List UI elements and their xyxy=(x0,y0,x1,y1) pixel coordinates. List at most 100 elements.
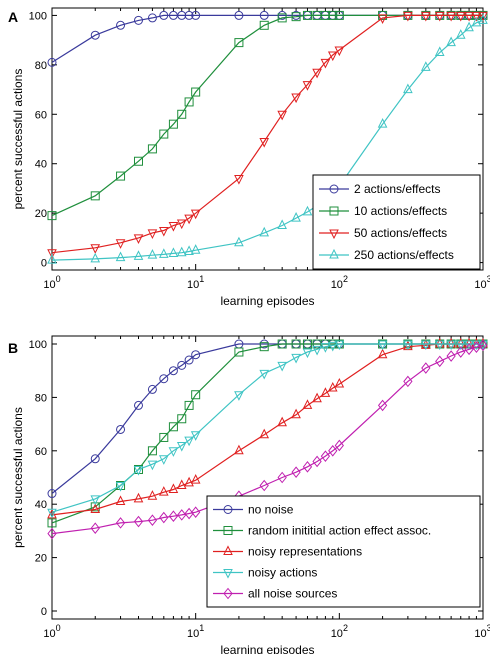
data-point xyxy=(133,400,143,410)
data-point xyxy=(159,129,169,139)
data-point xyxy=(455,29,466,39)
data-point xyxy=(334,439,344,452)
data-point xyxy=(334,340,345,351)
data-point xyxy=(159,432,169,442)
series-2 xyxy=(47,11,488,259)
data-point xyxy=(446,337,456,348)
data-point xyxy=(312,392,322,403)
data-point xyxy=(168,510,179,523)
data-point xyxy=(176,219,187,230)
data-point xyxy=(234,391,244,401)
data-point xyxy=(147,514,158,527)
y-tick-label: 0 xyxy=(41,258,47,270)
data-point xyxy=(234,175,244,185)
data-point xyxy=(147,460,158,471)
x-tick-exponent: 1 xyxy=(199,274,204,284)
data-point xyxy=(147,446,157,456)
data-point xyxy=(464,337,474,348)
data-point xyxy=(147,229,158,240)
legend-marker xyxy=(223,569,233,579)
data-point xyxy=(421,362,431,374)
x-tick-base: 10 xyxy=(331,628,343,640)
data-point xyxy=(147,13,157,23)
legend-label: all noise sources xyxy=(248,587,337,601)
data-point xyxy=(177,10,187,20)
data-point xyxy=(90,30,100,40)
data-point xyxy=(464,340,474,351)
data-point xyxy=(177,509,187,521)
data-point xyxy=(478,11,488,22)
legend-label: 50 actions/effects xyxy=(354,226,447,240)
series-line xyxy=(51,343,483,513)
data-point xyxy=(184,436,194,447)
y-tick-label: 60 xyxy=(35,446,47,458)
y-tick-label: 100 xyxy=(29,339,47,351)
data-point xyxy=(90,191,100,201)
legend-label: 250 actions/effects xyxy=(354,248,454,262)
data-point xyxy=(184,97,194,107)
data-point xyxy=(259,137,270,148)
x-tick-base: 10 xyxy=(187,279,199,291)
data-point xyxy=(159,374,169,384)
data-point xyxy=(115,239,126,249)
y-tick-label: 80 xyxy=(35,392,47,404)
data-point xyxy=(259,479,269,492)
data-point xyxy=(434,337,445,348)
data-point xyxy=(421,340,431,351)
legend-marker xyxy=(329,206,339,216)
data-point xyxy=(446,36,456,47)
data-point xyxy=(158,226,169,237)
data-point xyxy=(191,390,201,400)
data-point xyxy=(47,489,57,499)
legend-marker xyxy=(223,545,233,555)
data-point xyxy=(446,340,456,351)
x-tick-exponent: 3 xyxy=(487,623,490,633)
data-point xyxy=(190,431,201,441)
data-point xyxy=(320,343,331,353)
data-point xyxy=(291,353,301,364)
data-point xyxy=(291,339,301,349)
data-point xyxy=(133,15,143,25)
data-point xyxy=(191,350,201,360)
data-point xyxy=(176,479,187,490)
data-point xyxy=(116,424,126,434)
data-point xyxy=(168,447,179,457)
data-point xyxy=(115,251,126,262)
data-point xyxy=(421,61,431,71)
y-tick-label: 40 xyxy=(35,159,47,171)
data-point xyxy=(190,244,201,254)
data-point xyxy=(47,508,57,519)
series-4 xyxy=(47,339,488,540)
x-tick-base: 10 xyxy=(474,628,486,640)
data-point xyxy=(320,10,330,20)
data-point xyxy=(184,214,194,225)
x-axis-label: learning episodes xyxy=(220,294,314,308)
data-point xyxy=(168,422,178,432)
data-point xyxy=(184,400,194,410)
data-point xyxy=(158,486,169,496)
data-point xyxy=(328,10,338,20)
data-point xyxy=(191,10,201,20)
x-tick-exponent: 3 xyxy=(487,274,490,284)
data-point xyxy=(147,144,157,154)
data-point xyxy=(327,381,338,392)
data-point xyxy=(377,14,388,25)
data-point xyxy=(471,11,482,22)
data-point xyxy=(259,369,270,380)
data-point xyxy=(403,375,413,388)
data-point xyxy=(312,68,322,79)
data-point xyxy=(168,247,179,257)
data-point xyxy=(133,250,144,260)
legend-marker xyxy=(329,184,339,194)
data-point xyxy=(478,339,488,352)
data-point xyxy=(133,156,143,166)
data-point xyxy=(277,361,287,372)
y-axis-label: percent successful actions xyxy=(11,69,25,210)
data-point xyxy=(277,471,287,484)
y-tick-label: 60 xyxy=(35,109,47,121)
data-point xyxy=(177,109,187,119)
data-point xyxy=(302,339,312,349)
data-point xyxy=(302,205,313,216)
data-point xyxy=(434,340,445,351)
